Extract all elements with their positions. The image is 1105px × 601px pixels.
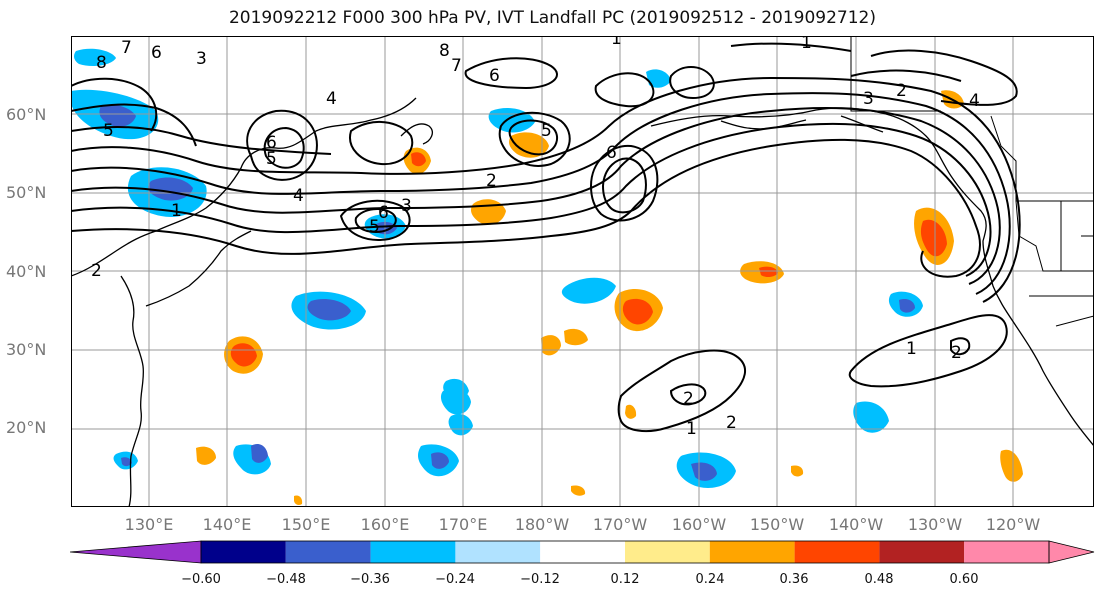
contour-label: 5 bbox=[103, 121, 114, 141]
colorbar-tick: 0.24 bbox=[695, 572, 725, 587]
contour-label: 8 bbox=[96, 53, 107, 73]
lat-label-30: 30°N bbox=[6, 340, 47, 359]
contour-labels: 7 8 6 5 4 3 2 1 5 6 4 2 6 5 3 7 6 8 6 5 … bbox=[91, 36, 980, 439]
colorbar-tick: −0.24 bbox=[435, 572, 475, 587]
contour-label: 2 bbox=[91, 261, 102, 281]
contour-label: 7 bbox=[121, 38, 132, 58]
lon-label: 160°W bbox=[671, 515, 727, 534]
contour-label: 1 bbox=[801, 36, 812, 53]
contour-label: 8 bbox=[439, 41, 450, 61]
colorbar-bin bbox=[625, 541, 710, 563]
contour-label: 3 bbox=[863, 89, 874, 109]
colorbar-tick: 0.36 bbox=[779, 572, 809, 587]
lon-label: 180°W bbox=[514, 515, 570, 534]
contour-label: 4 bbox=[326, 89, 337, 109]
colorbar-bin bbox=[201, 541, 286, 563]
lon-label: 150°E bbox=[281, 515, 331, 534]
colorbar-tick: −0.60 bbox=[181, 572, 221, 587]
contour-label: 6 bbox=[489, 66, 500, 86]
colorbar-bin bbox=[709, 541, 795, 563]
colorbar-bin bbox=[879, 541, 965, 563]
coastlines bbox=[71, 97, 1094, 507]
lat-label-40: 40°N bbox=[6, 262, 47, 281]
lon-label: 170°W bbox=[592, 515, 648, 534]
map-panel: 7 8 6 5 4 3 2 1 5 6 4 2 6 5 3 7 6 8 6 5 … bbox=[71, 36, 1094, 507]
contour-label: 6 bbox=[266, 133, 277, 153]
lon-label: 150°W bbox=[749, 515, 805, 534]
colorbar-bin bbox=[370, 541, 456, 563]
colorbar-bin bbox=[455, 541, 541, 563]
contour-label: 6 bbox=[378, 203, 389, 223]
contour-label: 1 bbox=[906, 339, 917, 359]
borders bbox=[850, 36, 1094, 327]
colorbar-tick: −0.12 bbox=[520, 572, 560, 587]
pv-contours bbox=[71, 42, 1021, 433]
contour-label: 4 bbox=[293, 186, 304, 206]
contour-label: 3 bbox=[401, 196, 412, 216]
contour-label: 5 bbox=[266, 149, 277, 169]
contour-label: 3 bbox=[196, 49, 207, 69]
contour-label: 4 bbox=[969, 91, 980, 111]
colorbar-bin bbox=[540, 541, 625, 563]
contour-label: 2 bbox=[683, 389, 694, 409]
graticule bbox=[71, 36, 1094, 507]
lat-label-20: 20°N bbox=[6, 418, 47, 437]
contour-label: 7 bbox=[451, 56, 462, 76]
colorbar-tick: −0.36 bbox=[350, 572, 390, 587]
colorbar-tick: 0.48 bbox=[864, 572, 894, 587]
colorbar-tick: 0.12 bbox=[610, 572, 640, 587]
lon-label: 120°W bbox=[985, 515, 1041, 534]
lon-label: 140°W bbox=[828, 515, 884, 534]
colorbar-tick: 0.60 bbox=[949, 572, 979, 587]
contour-label: 2 bbox=[896, 81, 907, 101]
contour-label: 2 bbox=[486, 171, 497, 191]
map-frame bbox=[71, 36, 1094, 507]
colorbar-bin bbox=[964, 541, 1049, 563]
colorbar-extend-low bbox=[70, 540, 202, 564]
contour-label: 1 bbox=[171, 201, 182, 221]
contour-label: 2 bbox=[951, 343, 962, 363]
lon-label: 130°W bbox=[907, 515, 963, 534]
lon-label: 170°E bbox=[438, 515, 488, 534]
lon-label: 130°E bbox=[124, 515, 174, 534]
contour-label: 5 bbox=[541, 121, 552, 141]
colorbar-extend-high bbox=[1048, 540, 1095, 564]
lon-label: 160°E bbox=[360, 515, 410, 534]
contour-label: 1 bbox=[611, 36, 622, 49]
map-title: 2019092212 F000 300 hPa PV, IVT Landfall… bbox=[228, 8, 876, 28]
contour-label: 5 bbox=[369, 217, 380, 237]
lon-label: 140°E bbox=[202, 515, 252, 534]
lat-label-50: 50°N bbox=[6, 183, 47, 202]
contour-label: 6 bbox=[606, 143, 617, 163]
colorbar-tick: −0.48 bbox=[266, 572, 306, 587]
contour-label: 6 bbox=[151, 43, 162, 63]
contour-label: 2 bbox=[726, 413, 737, 433]
colorbar-bin bbox=[285, 541, 371, 563]
contour-label: 1 bbox=[686, 419, 697, 439]
lat-label-60: 60°N bbox=[6, 105, 47, 124]
colorbar-bin bbox=[794, 541, 880, 563]
colorbar bbox=[70, 540, 1095, 564]
